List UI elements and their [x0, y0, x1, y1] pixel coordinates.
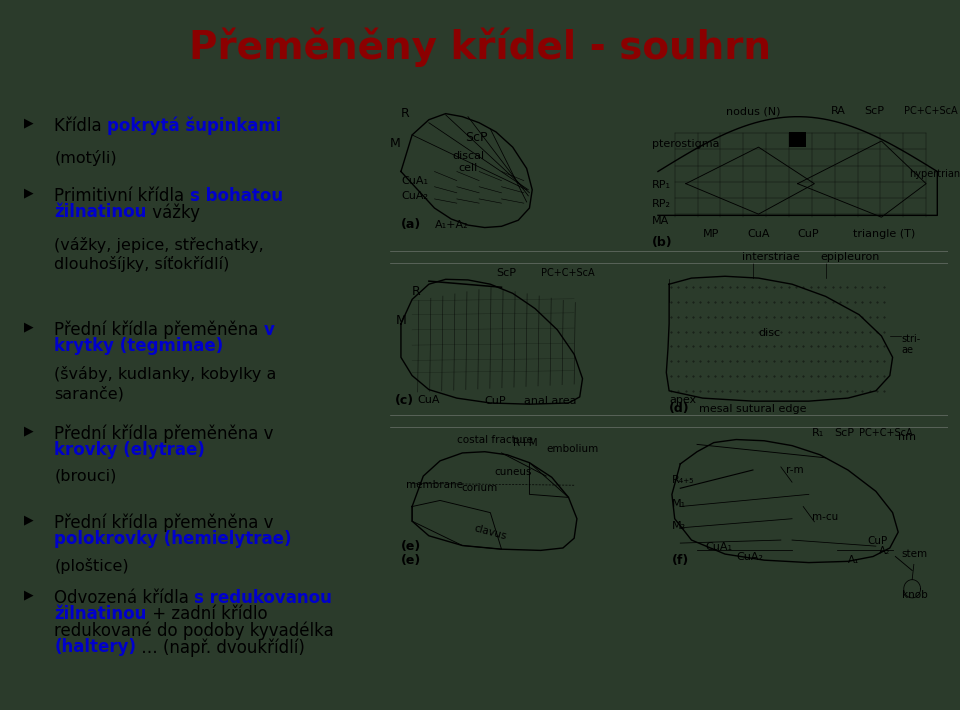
Text: (c): (c): [396, 394, 415, 408]
Text: (a): (a): [401, 217, 421, 231]
Text: stem: stem: [901, 549, 928, 559]
Text: triangle (T): triangle (T): [853, 229, 916, 239]
Text: R+M: R+M: [513, 437, 538, 447]
Text: PC+C+ScA: PC+C+ScA: [859, 429, 913, 439]
Text: ScP: ScP: [865, 106, 885, 116]
Text: … (např. dvoukřídlí): … (např. dvoukřídlí): [136, 638, 305, 657]
Text: apex: apex: [669, 395, 696, 405]
Text: CuA₁: CuA₁: [401, 175, 428, 186]
Text: costal fracture: costal fracture: [457, 435, 533, 444]
Text: CuA: CuA: [418, 395, 441, 405]
Text: (šváby, kudlanky, kobylky a
saranče): (šváby, kudlanky, kobylky a saranče): [55, 366, 276, 401]
Text: vážky: vážky: [147, 203, 200, 222]
Text: hypertriangle: hypertriangle: [909, 169, 960, 179]
Text: (b): (b): [653, 236, 673, 248]
Text: (d): (d): [669, 402, 689, 415]
Text: RP₂: RP₂: [653, 199, 671, 209]
Text: s bohatou: s bohatou: [190, 187, 283, 204]
Text: nodus (N): nodus (N): [726, 106, 780, 116]
Text: + zadní křídlo: + zadní křídlo: [147, 606, 267, 623]
Text: PC+C+ScA: PC+C+ScA: [540, 268, 594, 278]
Text: MP: MP: [703, 229, 719, 239]
Text: M₂: M₂: [672, 521, 686, 531]
Text: CuA₂: CuA₂: [736, 552, 763, 562]
Text: s redukovanou: s redukovanou: [195, 589, 332, 607]
Text: ScP: ScP: [834, 429, 854, 439]
Text: R: R: [412, 285, 420, 297]
Text: CuA₁: CuA₁: [706, 542, 732, 552]
Text: knob: knob: [902, 590, 927, 600]
Text: stri-: stri-: [901, 334, 921, 344]
Text: R₁: R₁: [811, 429, 824, 439]
Text: (motýli): (motýli): [55, 151, 117, 166]
Text: ▶: ▶: [23, 589, 33, 602]
Text: A₁+A₂: A₁+A₂: [435, 219, 468, 229]
Text: (e): (e): [401, 540, 421, 553]
Text: (f): (f): [672, 555, 689, 567]
Text: (brouci): (brouci): [55, 468, 117, 484]
Text: Přeměněny křídel - souhrn: Přeměněny křídel - souhrn: [189, 28, 771, 67]
Text: v: v: [264, 321, 275, 339]
Text: hm: hm: [899, 432, 916, 442]
Text: redukované do podoby kyvadélka: redukované do podoby kyvadélka: [55, 622, 334, 640]
Text: m-cu: m-cu: [811, 512, 838, 522]
Text: (e): (e): [401, 555, 421, 567]
Text: Přední křídla přeměněna: Přední křídla přeměněna: [55, 321, 264, 339]
Text: pterostigma: pterostigma: [653, 139, 720, 149]
Text: (ploštice): (ploštice): [55, 558, 129, 574]
Text: krovky (elytrae): krovky (elytrae): [55, 441, 205, 459]
Text: krytky (tegminae): krytky (tegminae): [55, 337, 224, 355]
Text: CuA: CuA: [747, 229, 770, 239]
Text: CuP: CuP: [868, 536, 888, 546]
Bar: [789, 132, 806, 148]
Text: interstriae: interstriae: [742, 252, 800, 262]
Text: CuA₂: CuA₂: [401, 191, 428, 201]
Text: PC+C+ScA: PC+C+ScA: [903, 106, 957, 116]
Text: Odvozená křídla: Odvozená křídla: [55, 589, 195, 607]
Text: polokrovky (hemielytrae): polokrovky (hemielytrae): [55, 530, 292, 548]
Text: ae: ae: [901, 345, 913, 355]
Text: r-m: r-m: [786, 465, 804, 475]
Text: mesal sutural edge: mesal sutural edge: [699, 404, 806, 414]
Text: M₁: M₁: [672, 498, 686, 508]
Text: Křídla: Křídla: [55, 116, 108, 135]
Text: pokrytá šupinkami: pokrytá šupinkami: [108, 116, 281, 135]
Text: ▶: ▶: [23, 116, 33, 130]
Text: RA: RA: [831, 106, 846, 116]
Text: clavus: clavus: [473, 524, 508, 542]
Text: anal area: anal area: [524, 396, 576, 406]
Text: CuP: CuP: [798, 229, 819, 239]
Text: R: R: [401, 106, 410, 120]
Text: disc: disc: [758, 328, 780, 338]
Text: (haltery): (haltery): [55, 638, 136, 657]
Text: (vážky, jepice, střechatky,
dlouhošíjky, síťokřídlí): (vážky, jepice, střechatky, dlouhošíjky,…: [55, 236, 264, 272]
Text: membrane: membrane: [406, 480, 463, 491]
Text: epipleuron: epipleuron: [820, 252, 879, 262]
Text: Primitivní křídla: Primitivní křídla: [55, 187, 190, 204]
Text: ▶: ▶: [23, 187, 33, 200]
Text: discal
cell: discal cell: [452, 151, 484, 173]
Text: R₄₊₅: R₄₊₅: [672, 476, 694, 486]
Text: ▶: ▶: [23, 425, 33, 437]
Text: ScP: ScP: [496, 268, 516, 278]
Text: MA: MA: [653, 216, 670, 226]
Text: M: M: [390, 137, 400, 150]
Text: A₁: A₁: [848, 555, 859, 564]
Text: Přední křídla přeměněna v: Přední křídla přeměněna v: [55, 425, 274, 443]
Text: CuP: CuP: [485, 396, 506, 406]
Text: M: M: [396, 314, 406, 327]
Text: RP₁: RP₁: [653, 180, 671, 190]
Text: Přední křídla přeměněna v: Přední křídla přeměněna v: [55, 514, 274, 532]
Text: ScP: ScP: [466, 131, 488, 144]
Text: embolium: embolium: [546, 444, 598, 454]
Text: A₂: A₂: [878, 546, 890, 556]
Text: žilnatinou: žilnatinou: [55, 606, 147, 623]
Text: cuneus: cuneus: [494, 467, 532, 477]
Text: corium: corium: [461, 484, 497, 493]
Text: žilnatinou: žilnatinou: [55, 203, 147, 222]
Text: ▶: ▶: [23, 321, 33, 334]
Text: ▶: ▶: [23, 514, 33, 527]
